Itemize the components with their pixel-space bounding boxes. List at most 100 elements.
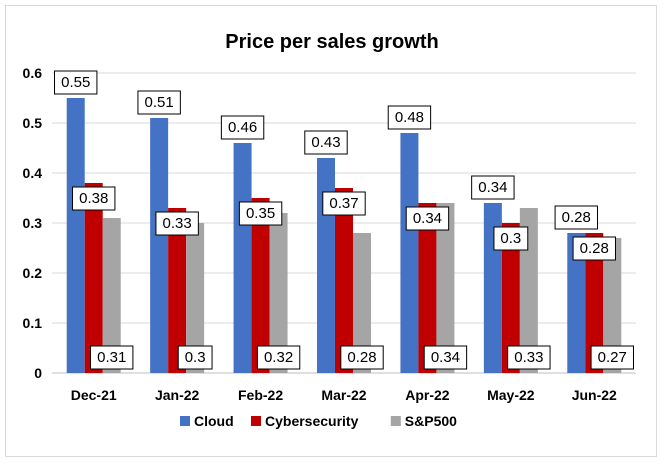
- data-label-box: [554, 205, 598, 230]
- data-label-text: 0.37: [329, 195, 358, 212]
- data-label-box: [405, 206, 450, 231]
- bar-sp500-feb-22: [269, 213, 288, 373]
- data-label-box: [471, 175, 515, 200]
- data-label: 0.32: [256, 345, 301, 370]
- y-tick-label: 0.5: [23, 115, 43, 131]
- data-label-box: [322, 191, 366, 216]
- data-label-box: [220, 115, 265, 140]
- data-label: 0.55: [54, 70, 98, 95]
- legend-swatch: [390, 416, 401, 426]
- bar-cloud-jan-22: [150, 118, 169, 373]
- data-label-text: 0.33: [514, 349, 543, 366]
- data-label-box: [423, 345, 468, 370]
- bar-sp500-jun-22: [603, 238, 622, 373]
- y-tick-label: 0.6: [23, 65, 43, 81]
- data-label-text: 0.34: [431, 349, 460, 366]
- bar-cloud-jun-22: [567, 233, 586, 373]
- data-label-box: [572, 236, 616, 261]
- data-label-box: [507, 345, 551, 370]
- data-label-text: 0.28: [562, 209, 591, 226]
- data-label: 0.33: [507, 345, 551, 370]
- y-axis: 0 0.1 0.2 0.3 0.4 0.5 0.6: [23, 65, 43, 381]
- data-label: 0.28: [572, 236, 616, 261]
- data-label-text: 0.38: [79, 190, 108, 207]
- legend-label: S&P500: [405, 413, 457, 429]
- legend-item: Cloud: [180, 413, 234, 429]
- legend: Cloud Cybersecurity S&P500: [180, 413, 457, 429]
- x-tick-label: Feb-22: [238, 387, 283, 403]
- data-label: 0.34: [405, 206, 450, 231]
- bar-cybersecurity-dec-21: [84, 183, 103, 373]
- bar-cybersecurity-jun-22: [585, 233, 604, 373]
- data-label: 0.31: [90, 345, 134, 370]
- bar-sp500-apr-22: [436, 203, 455, 373]
- data-label: 0.51: [137, 90, 181, 115]
- data-label-text: 0.55: [61, 74, 90, 91]
- data-label-box: [72, 186, 116, 211]
- data-label-box: [54, 70, 98, 95]
- data-label-text: 0.46: [228, 119, 257, 136]
- legend-item: S&P500: [390, 413, 457, 429]
- y-tick-label: 0.1: [23, 315, 43, 331]
- data-label-text: 0.3: [500, 230, 521, 247]
- data-label: 0.34: [471, 175, 515, 200]
- legend-swatch: [180, 416, 190, 426]
- data-label: 0.35: [238, 201, 283, 226]
- bar-sp500-dec-21: [102, 218, 121, 373]
- data-label-box: [177, 345, 213, 370]
- data-label-text: 0.28: [347, 349, 376, 366]
- bar-cybersecurity-apr-22: [418, 203, 437, 373]
- data-label-box: [304, 130, 348, 155]
- y-tick-label: 0.2: [23, 265, 43, 281]
- bar-sp500-mar-22: [353, 233, 371, 373]
- chart-title: Price per sales growth: [225, 31, 438, 53]
- legend-item: Cybersecurity: [251, 413, 359, 429]
- data-label-text: 0.43: [311, 134, 340, 151]
- data-label-box: [90, 345, 134, 370]
- data-label-text: 0.31: [97, 349, 126, 366]
- x-tick-label: Jun-22: [572, 387, 617, 403]
- data-label-box: [137, 90, 181, 115]
- x-tick-label: Mar-22: [321, 387, 366, 403]
- bar-cloud-feb-22: [233, 143, 252, 373]
- data-label-text: 0.28: [580, 240, 609, 257]
- chart-frame: [5, 5, 657, 457]
- bar-sp500-jan-22: [186, 223, 205, 373]
- data-label: 0.3: [177, 345, 213, 370]
- data-label-text: 0.48: [395, 109, 424, 126]
- data-label: 0.34: [423, 345, 468, 370]
- legend-label: Cybersecurity: [265, 413, 359, 429]
- data-label-text: 0.33: [163, 215, 192, 232]
- x-axis: Dec-21 Jan-22 Feb-22 Mar-22 Apr-22 May-22 Jun-…: [71, 387, 617, 403]
- data-label-text: 0.34: [413, 210, 442, 227]
- bar-cloud-dec-21: [66, 98, 85, 373]
- data-label-box: [155, 211, 199, 236]
- data-label-text: 0.3: [185, 349, 206, 366]
- y-tick-label: 0.4: [23, 165, 43, 181]
- data-label: 0.28: [340, 345, 384, 370]
- data-label: 0.43: [304, 130, 348, 155]
- data-label-text: 0.34: [478, 179, 507, 196]
- y-tick-label: 0.3: [23, 215, 43, 231]
- x-tick-label: May-22: [487, 387, 535, 403]
- data-label: 0.46: [220, 115, 265, 140]
- data-labels: 0.55 0.38 0.31 0.51 0.33 0.3 0.46 0.35 0.32 0.43 0…: [54, 70, 634, 370]
- legend-label: Cloud: [194, 413, 234, 429]
- bars: [66, 98, 622, 373]
- data-label-box: [340, 345, 384, 370]
- data-label: 0.27: [590, 345, 634, 370]
- data-label-text: 0.35: [246, 205, 275, 222]
- data-label-text: 0.27: [598, 349, 627, 366]
- data-label: 0.38: [72, 186, 116, 211]
- data-label: 0.48: [387, 105, 432, 130]
- data-label-box: [387, 105, 432, 130]
- data-label: 0.33: [155, 211, 199, 236]
- bar-cybersecurity-jan-22: [168, 208, 187, 373]
- bar-cloud-mar-22: [317, 158, 335, 373]
- bar-cybersecurity-may-22: [501, 223, 520, 373]
- bar-cybersecurity-feb-22: [251, 198, 270, 373]
- data-label: 0.37: [322, 191, 366, 216]
- data-label-text: 0.51: [145, 94, 174, 111]
- data-label-box: [493, 226, 529, 251]
